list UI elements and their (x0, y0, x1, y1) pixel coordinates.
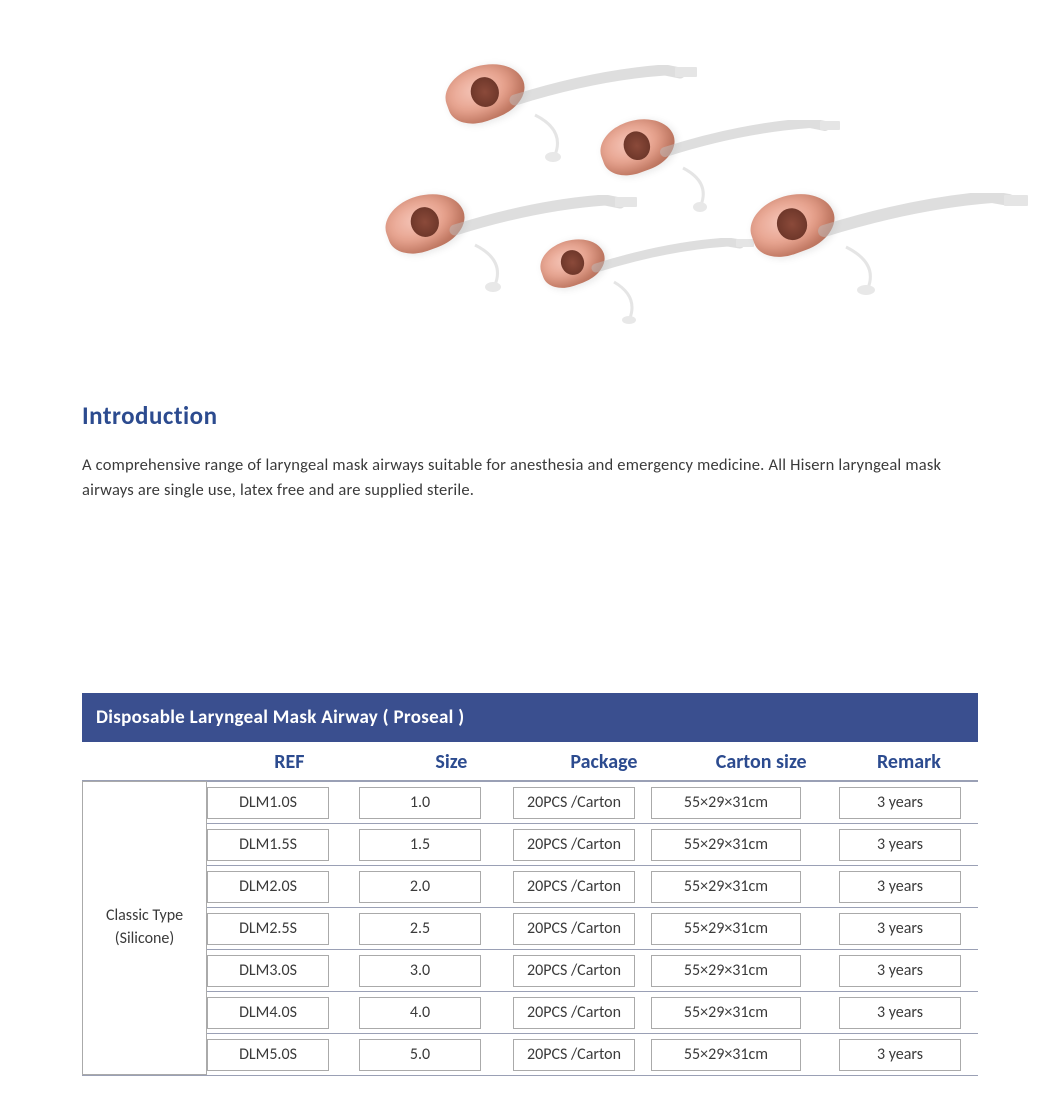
table-title: Disposable Laryngeal Mask Airway ( Prose… (82, 693, 978, 742)
cell-remark: 3 years (839, 1039, 961, 1071)
cell-size: 4.0 (359, 997, 481, 1029)
table-row: DLM2.5S 2.5 20PCS /Carton 55×29×31cm 3 years (207, 908, 978, 950)
cell-ref: DLM1.0S (207, 787, 329, 819)
cell-carton: 55×29×31cm (651, 787, 801, 819)
cell-ref: DLM5.0S (207, 1039, 329, 1071)
cell-package: 20PCS /Carton (513, 1039, 635, 1071)
header-ref: REF (201, 750, 377, 774)
cell-remark: 3 years (839, 913, 961, 945)
header-carton: Carton size (683, 750, 840, 774)
cell-package: 20PCS /Carton (513, 997, 635, 1029)
table-row: DLM2.0S 2.0 20PCS /Carton 55×29×31cm 3 years (207, 866, 978, 908)
mask-tube-icon (588, 238, 768, 358)
cell-package: 20PCS /Carton (513, 955, 635, 987)
cell-carton: 55×29×31cm (651, 829, 801, 861)
cell-carton: 55×29×31cm (651, 997, 801, 1029)
spacer (82, 503, 978, 693)
cell-package: 20PCS /Carton (513, 871, 635, 903)
mask-tube-icon (814, 193, 1034, 333)
cell-package: 20PCS /Carton (513, 829, 635, 861)
page-container: Introduction A comprehensive range of la… (0, 0, 1060, 1116)
table-row: DLM1.5S 1.5 20PCS /Carton 55×29×31cm 3 years (207, 824, 978, 866)
intro-text: A comprehensive range of laryngeal mask … (82, 453, 978, 503)
table-row: DLM1.0S 1.0 20PCS /Carton 55×29×31cm 3 years (207, 781, 978, 824)
cell-remark: 3 years (839, 787, 961, 819)
table-row: DLM3.0S 3.0 20PCS /Carton 55×29×31cm 3 years (207, 950, 978, 992)
table-header-row: REF Size Package Carton size Remark (82, 742, 978, 781)
cell-package: 20PCS /Carton (513, 913, 635, 945)
table-body: Classic Type (Silicone) DLM1.0S 1.0 20PCS … (82, 781, 978, 1075)
cell-size: 2.5 (359, 913, 481, 945)
cell-size: 2.0 (359, 871, 481, 903)
cell-ref: DLM1.5S (207, 829, 329, 861)
cell-size: 1.5 (359, 829, 481, 861)
cell-carton: 55×29×31cm (651, 913, 801, 945)
table-row: DLM5.0S 5.0 20PCS /Carton 55×29×31cm 3 years (207, 1034, 978, 1075)
cell-remark: 3 years (839, 997, 961, 1029)
header-remark: Remark (840, 750, 978, 774)
cell-carton: 55×29×31cm (651, 1039, 801, 1071)
cell-ref: DLM4.0S (207, 997, 329, 1029)
type-cell: Classic Type (Silicone) (82, 781, 207, 1075)
spec-table: REF Size Package Carton size Remark Clas… (82, 742, 978, 1076)
table-rows: DLM1.0S 1.0 20PCS /Carton 55×29×31cm 3 years… (207, 781, 978, 1075)
cell-size: 3.0 (359, 955, 481, 987)
table-row: DLM4.0S 4.0 20PCS /Carton 55×29×31cm 3 years (207, 992, 978, 1034)
cell-carton: 55×29×31cm (651, 871, 801, 903)
cell-ref: DLM2.0S (207, 871, 329, 903)
intro-heading: Introduction (82, 400, 978, 431)
header-package: Package (525, 750, 682, 774)
cell-ref: DLM3.0S (207, 955, 329, 987)
cell-remark: 3 years (839, 829, 961, 861)
cell-remark: 3 years (839, 955, 961, 987)
product-image (220, 30, 840, 370)
header-size: Size (378, 750, 526, 774)
cell-size: 5.0 (359, 1039, 481, 1071)
cell-ref: DLM2.5S (207, 913, 329, 945)
cell-remark: 3 years (839, 871, 961, 903)
cell-carton: 55×29×31cm (651, 955, 801, 987)
cell-package: 20PCS /Carton (513, 787, 635, 819)
cell-size: 1.0 (359, 787, 481, 819)
